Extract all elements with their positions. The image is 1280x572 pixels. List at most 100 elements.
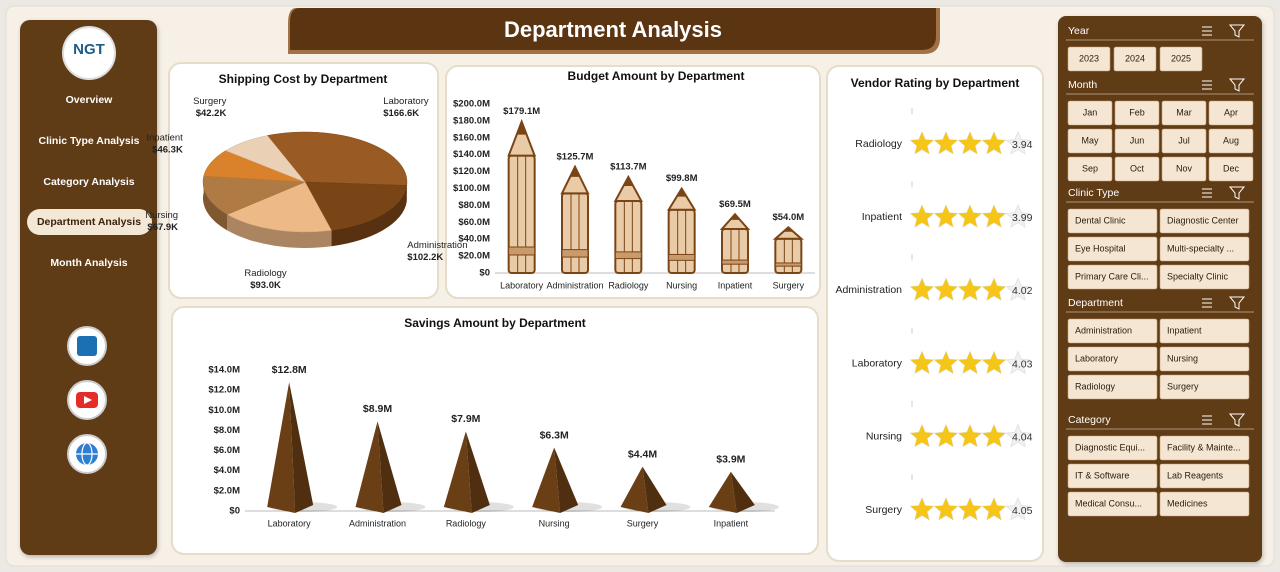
value-label: $69.5M [719,199,751,210]
y-tick-label: $120.0M [453,166,490,177]
star [982,424,1006,447]
slicer-button-label[interactable]: Medicines [1167,498,1208,508]
nav-active [27,209,152,235]
slicer-button[interactable] [1067,491,1158,517]
slicer-button[interactable] [1114,128,1160,154]
multi-select-icon[interactable] [1202,188,1212,198]
slicer-button[interactable] [1159,491,1250,517]
slicer-title: Year [1068,25,1090,37]
clear-filter-icon[interactable] [1228,413,1246,427]
slicer-button[interactable] [1067,346,1158,372]
slicer-button[interactable] [1159,264,1250,290]
slicer-button-label[interactable]: Diagnostic Center [1167,215,1239,225]
slicer-button[interactable] [1067,463,1158,489]
slicer-button[interactable] [1114,100,1160,126]
nav-item[interactable]: Category Analysis [43,176,134,188]
slicer-button-label[interactable]: Inpatient [1167,325,1202,335]
clear-filter-icon[interactable] [1228,78,1246,92]
slicer-button[interactable] [1067,208,1158,234]
slicer-button[interactable] [1113,46,1157,72]
slicer-button-label[interactable]: Oct [1130,163,1145,173]
pencil-tip [613,174,644,202]
value-label: $3.9M [716,454,745,466]
multi-select-icon[interactable] [1202,26,1212,36]
slicer-button[interactable] [1067,128,1113,154]
slicer-button-label[interactable]: Facility & Mainte... [1167,442,1241,452]
slicer-button-label[interactable]: 2025 [1171,53,1191,63]
slicer-button[interactable] [1067,374,1158,400]
slicer-button[interactable] [1159,374,1250,400]
slicer-button-label[interactable]: Dec [1223,163,1240,173]
slicer-button-label[interactable]: Apr [1224,107,1238,117]
slicer-button[interactable] [1161,100,1207,126]
slicer-button[interactable] [1159,435,1250,461]
slicer-button-label[interactable]: Feb [1129,107,1145,117]
slicer-button-label[interactable]: Diagnostic Equi... [1075,442,1145,452]
slicer-button-label[interactable]: Specialty Clinic [1167,271,1229,281]
slicer-button[interactable] [1161,128,1207,154]
slicer-button[interactable] [1067,156,1113,182]
slicer-button-label[interactable]: Radiology [1075,381,1116,391]
social-icons [67,326,107,474]
slicer-button-label[interactable]: Eye Hospital [1075,243,1126,253]
slicer-button[interactable] [1161,156,1207,182]
pencil-tip [560,164,590,195]
slicer-button-label[interactable]: Aug [1223,135,1239,145]
slicer-button-label[interactable]: Administration [1075,325,1132,335]
nav-item[interactable]: Clinic Type Analysis [39,135,140,147]
slicer-button-label[interactable]: Sep [1082,163,1098,173]
slicer-button-label[interactable]: Mar [1176,107,1192,117]
slicer-button-label[interactable]: Surgery [1167,381,1199,391]
slicer-button-label[interactable]: Jan [1083,107,1098,117]
category-label: Laboratory [852,357,903,369]
slicer-button-label[interactable]: Jun [1130,135,1145,145]
slicer-button[interactable] [1067,100,1113,126]
slicer-button-label[interactable]: Primary Care Cli... [1075,271,1149,281]
slicer-button[interactable] [1208,156,1254,182]
pie-category-label: Nursing [145,210,178,221]
nav-item[interactable]: Month Analysis [50,257,127,269]
slicer-button[interactable] [1067,264,1158,290]
slicer-button-label[interactable]: IT & Software [1075,470,1129,480]
multi-select-icon[interactable] [1202,415,1212,425]
pencil-lead [730,214,740,220]
star [982,351,1006,374]
slicer-button[interactable] [1159,463,1250,489]
pyramid-face [355,421,384,513]
slicer-button-label[interactable]: Jul [1178,135,1190,145]
nav-item[interactable]: Department Analysis [37,216,141,228]
slicer-button[interactable] [1067,318,1158,344]
star [934,351,958,374]
slicer-button-label[interactable]: Lab Reagents [1167,470,1224,480]
slicer-button-label[interactable]: Medical Consu... [1075,498,1142,508]
slicer-title: Month [1068,79,1097,91]
slicer-button[interactable] [1067,435,1158,461]
star-rating [910,498,1008,520]
slicer-button-label[interactable]: Multi-specialty ... [1167,243,1234,253]
pyramid-face [620,466,649,513]
multi-select-icon[interactable] [1202,298,1212,308]
slicer-button[interactable] [1067,236,1158,262]
slicer-button-label[interactable]: May [1081,135,1099,145]
slicer-button[interactable] [1208,100,1254,126]
slicer-button-label[interactable]: Laboratory [1075,353,1119,363]
slicer-button[interactable] [1208,128,1254,154]
clear-filter-icon[interactable] [1228,24,1246,38]
pie-category-label: Inpatient [146,133,183,144]
clear-filter-icon[interactable] [1228,296,1246,310]
slicer-button[interactable] [1159,236,1250,262]
slicer-button-label[interactable]: 2024 [1125,53,1145,63]
slicer-button-label[interactable]: Dental Clinic [1075,215,1126,225]
multi-select-icon[interactable] [1202,80,1212,90]
slicer-button[interactable] [1159,46,1203,72]
clear-filter-icon[interactable] [1228,186,1246,200]
slicer-button[interactable] [1159,346,1250,372]
slicer-button[interactable] [1159,318,1250,344]
slicer-button[interactable] [1159,208,1250,234]
slicer-button-label[interactable]: 2023 [1079,53,1099,63]
slicer-button-label[interactable]: Nursing [1167,353,1198,363]
slicer-button[interactable] [1114,156,1160,182]
slicer-button-label[interactable]: Nov [1176,163,1193,173]
nav-item[interactable]: Overview [66,94,114,106]
slicer-button[interactable] [1067,46,1111,72]
